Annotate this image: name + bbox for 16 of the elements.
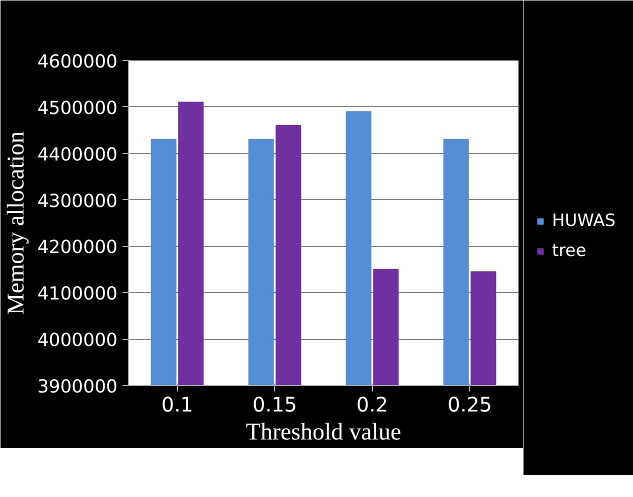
y-tick-label: 4600000: [37, 52, 118, 72]
x-tick-label: 0.1: [161, 392, 194, 416]
y-tick-label: 4200000: [37, 237, 118, 258]
y-tick-label: 3900000: [37, 376, 118, 398]
y-tick-label: 4100000: [37, 284, 118, 305]
legend-label: tree: [552, 241, 586, 261]
y-tick-label: 4400000: [37, 144, 118, 166]
x-tick-label: 0.25: [447, 392, 492, 416]
y-tick-label: 4300000: [37, 190, 118, 212]
legend-label: HUWAS: [552, 211, 616, 231]
y-axis-title: Memory allocation: [3, 131, 30, 315]
y-tick-label: 4500000: [37, 98, 118, 119]
x-tick-label: 0.15: [252, 392, 298, 416]
y-tick-label: 4000000: [37, 330, 118, 352]
x-tick-label: 0.2: [356, 392, 388, 416]
x-axis-title: Threshold value: [246, 420, 402, 446]
